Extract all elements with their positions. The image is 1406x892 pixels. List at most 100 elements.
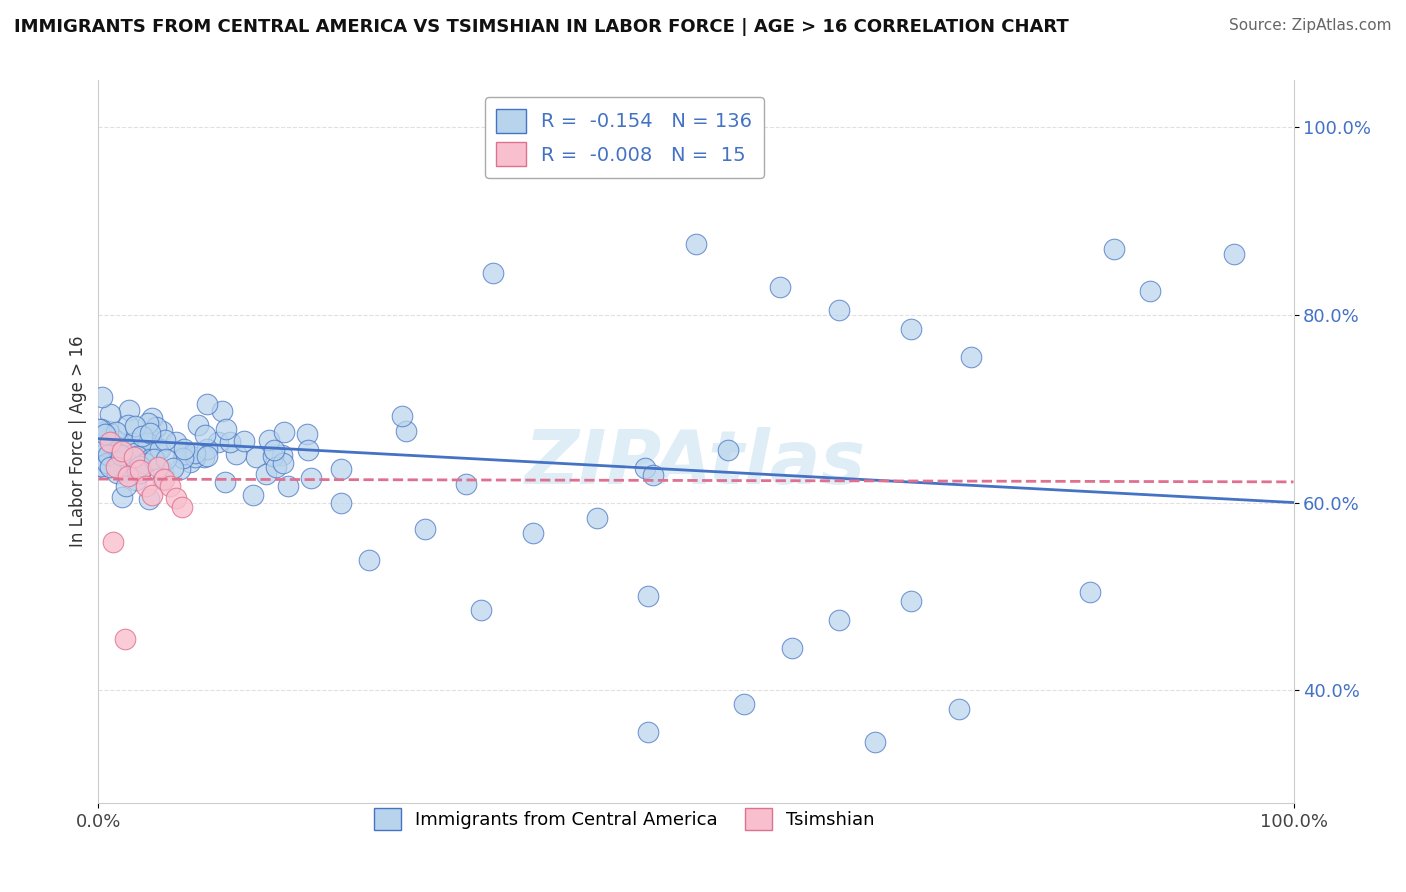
Point [218, 435, 240, 450]
Point [105, 447, 128, 461]
Point [900, 594, 922, 608]
Point [257, 433, 280, 447]
Point [89, 438, 111, 452]
Point [299, 471, 322, 485]
Point [139, 426, 162, 441]
Point [90, 458, 112, 473]
Point [91, 442, 114, 457]
Point [107, 434, 129, 448]
Point [391, 409, 413, 423]
Point [454, 477, 477, 491]
Point [127, 439, 149, 453]
Point [254, 467, 277, 481]
Point [263, 442, 285, 457]
Point [184, 446, 207, 460]
Point [131, 454, 153, 468]
Point [105, 425, 128, 439]
Point [121, 435, 143, 450]
Point [139, 432, 162, 446]
Point [900, 322, 922, 336]
Point [359, 553, 381, 567]
Point [169, 461, 191, 475]
Point [124, 419, 146, 434]
Point [828, 303, 851, 318]
Point [104, 456, 127, 470]
Point [100, 453, 122, 467]
Point [173, 442, 195, 457]
Point [828, 613, 851, 627]
Point [225, 447, 247, 461]
Point [139, 451, 162, 466]
Point [277, 479, 299, 493]
Text: Source: ZipAtlas.com: Source: ZipAtlas.com [1229, 18, 1392, 33]
Point [865, 735, 887, 749]
Point [195, 397, 218, 411]
Point [124, 450, 146, 465]
Point [637, 590, 659, 604]
Point [1223, 247, 1246, 261]
Point [148, 459, 170, 474]
Point [94, 446, 117, 460]
Point [105, 459, 128, 474]
Point [586, 511, 609, 525]
Point [124, 446, 146, 460]
Point [105, 466, 128, 480]
Point [162, 460, 184, 475]
Point [135, 478, 157, 492]
Point [128, 458, 150, 473]
Point [232, 434, 254, 449]
Point [138, 491, 160, 506]
Point [165, 491, 187, 505]
Point [685, 237, 707, 252]
Point [717, 442, 740, 457]
Text: ZIPAtlas: ZIPAtlas [526, 426, 866, 500]
Point [91, 425, 114, 439]
Point [149, 442, 172, 456]
Point [105, 441, 128, 455]
Point [103, 438, 125, 452]
Point [193, 428, 215, 442]
Point [114, 478, 136, 492]
Point [94, 461, 117, 475]
Point [117, 469, 139, 483]
Point [297, 442, 319, 457]
Point [1139, 285, 1161, 299]
Point [150, 424, 173, 438]
Point [98, 434, 122, 449]
Point [110, 448, 132, 462]
Point [91, 434, 114, 448]
Point [297, 427, 319, 442]
Point [108, 455, 131, 469]
Point [165, 435, 187, 450]
Point [117, 417, 139, 432]
Point [127, 449, 149, 463]
Point [733, 698, 755, 712]
Point [395, 425, 418, 439]
Point [131, 428, 153, 442]
Point [129, 463, 152, 477]
Point [207, 435, 229, 450]
Point [101, 535, 124, 549]
Point [273, 425, 295, 439]
Legend: Immigrants from Central America, Tsimshian: Immigrants from Central America, Tsimshi… [367, 801, 882, 837]
Point [114, 452, 136, 467]
Point [172, 500, 194, 515]
Point [118, 402, 141, 417]
Point [128, 466, 150, 480]
Point [152, 473, 174, 487]
Point [637, 725, 659, 739]
Point [768, 279, 790, 293]
Point [211, 404, 233, 418]
Point [136, 436, 159, 450]
Point [97, 444, 120, 458]
Point [97, 448, 120, 462]
Point [145, 420, 167, 434]
Point [270, 448, 292, 462]
Point [1080, 584, 1102, 599]
Point [136, 416, 159, 430]
Point [90, 422, 112, 436]
Point [114, 632, 136, 646]
Point [195, 442, 218, 457]
Point [111, 444, 134, 458]
Point [264, 459, 287, 474]
